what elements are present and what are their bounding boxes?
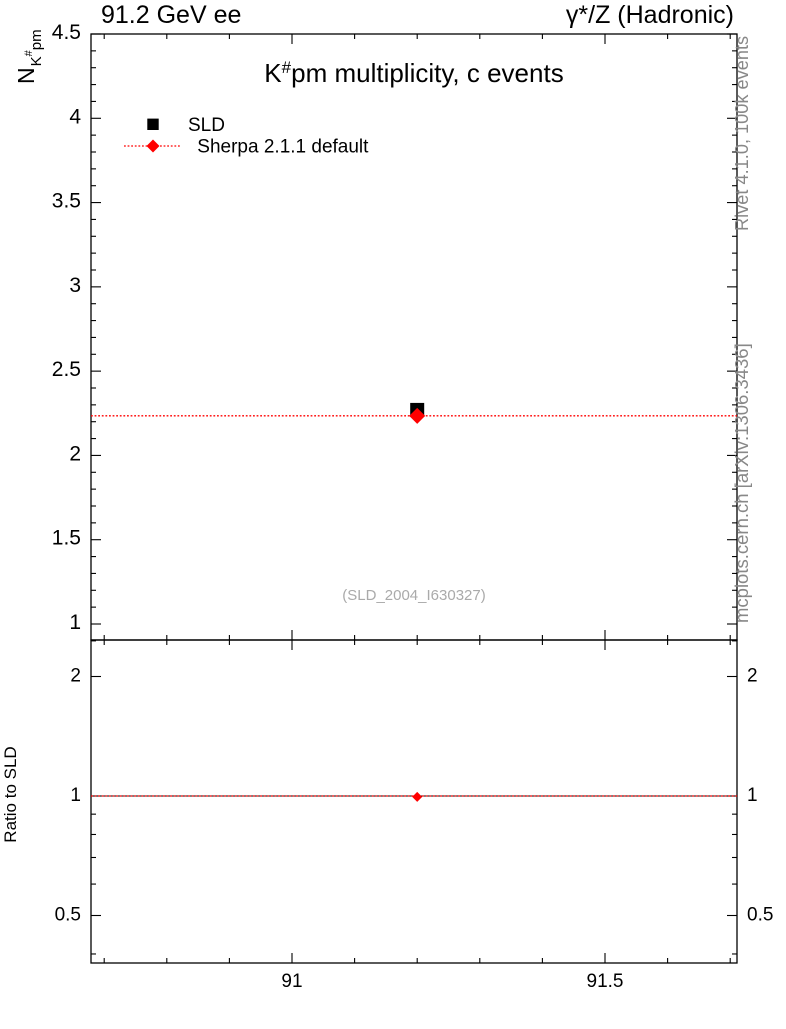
svg-text:Ratio to SLD: Ratio to SLD [1,746,20,842]
svg-text:91.2 GeV ee: 91.2 GeV ee [101,1,241,29]
svg-text:4: 4 [69,105,81,128]
svg-text:1.5: 1.5 [52,527,81,550]
svg-text:4.5: 4.5 [52,21,81,44]
svg-text:2: 2 [70,666,81,687]
svg-text:SLD: SLD [188,115,225,136]
svg-text:(SLD_2004_I630327): (SLD_2004_I630327) [342,587,485,604]
svg-text:91.5: 91.5 [587,971,624,992]
svg-text:3: 3 [69,274,81,297]
svg-text:mcplots.cern.ch [arXiv:1306.34: mcplots.cern.ch [arXiv:1306.3436] [731,343,752,623]
svg-text:0.5: 0.5 [747,905,773,926]
svg-text:2: 2 [747,666,758,687]
svg-text:Sherpa 2.1.1 default: Sherpa 2.1.1 default [197,137,369,158]
svg-text:1: 1 [69,611,81,634]
svg-text:0.5: 0.5 [55,905,81,926]
svg-text:Rivet 4.1.0, 100k events: Rivet 4.1.0, 100k events [732,36,752,231]
svg-text:3.5: 3.5 [52,190,81,213]
svg-text:1: 1 [747,785,758,806]
svg-text:K#pm multiplicity, c events: K#pm multiplicity, c events [264,58,563,88]
svg-text:γ*/Z (Hadronic): γ*/Z (Hadronic) [566,1,734,29]
svg-text:2: 2 [69,442,81,465]
svg-text:1: 1 [70,785,81,806]
svg-text:91: 91 [281,971,302,992]
svg-text:2.5: 2.5 [52,358,81,381]
